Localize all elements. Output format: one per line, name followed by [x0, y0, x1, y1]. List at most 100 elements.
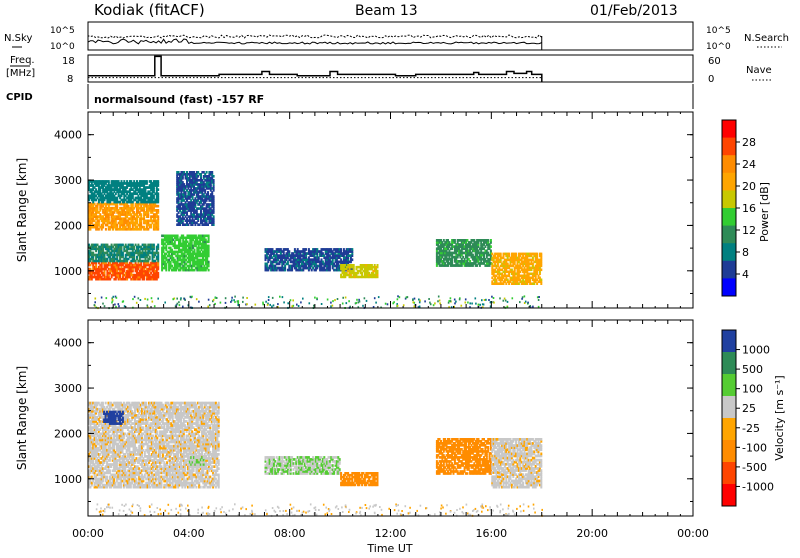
freq-series: [88, 56, 542, 82]
ground-scatter-cell: [177, 303, 179, 305]
noise-left-tick-top: 10^5: [50, 26, 75, 36]
ground-scatter-cell: [213, 299, 215, 301]
ground-scatter-cell: [144, 298, 146, 300]
scatter-cell: [213, 195, 215, 198]
ground-scatter-cell: [424, 300, 426, 302]
ground-scatter-cell: [196, 298, 198, 300]
ground-scatter-cell: [507, 301, 509, 303]
ground-scatter-cell: [147, 305, 149, 307]
ground-scatter-cell: [525, 301, 527, 303]
scatter-cell: [490, 245, 492, 248]
ground-scatter-cell: [287, 302, 289, 304]
scatter-cell: [146, 180, 148, 183]
ground-scatter-cell: [359, 301, 361, 303]
ground-scatter-cell: [332, 305, 334, 307]
ground-scatter-cell: [208, 299, 210, 301]
ground-scatter-cell: [134, 296, 136, 298]
scatter-cell: [487, 239, 489, 242]
ground-scatter-cell: [291, 305, 293, 307]
ground-scatter-cell: [111, 302, 113, 304]
power-colorbar-label: Power [dB]: [758, 182, 771, 242]
ground-scatter-cell: [467, 302, 469, 304]
scatter-cell: [194, 249, 196, 252]
scatter-cell: [157, 192, 159, 195]
ground-scatter-cell: [428, 298, 430, 300]
ground-scatter-cell: [316, 297, 318, 299]
ground-scatter-cell: [450, 297, 452, 299]
ground-scatter-cell: [538, 299, 540, 301]
ground-scatter-cell: [140, 299, 142, 301]
y-tick-label: 3000: [54, 174, 82, 187]
ground-scatter-cell: [524, 295, 526, 297]
ground-scatter-cell: [346, 302, 348, 304]
station-title: Kodiak (fitACF): [94, 1, 205, 19]
scatter-cell: [208, 235, 210, 238]
ground-scatter-cell: [493, 297, 495, 299]
colorbar-segment: [722, 243, 736, 261]
ground-scatter-cell: [262, 302, 264, 304]
ground-scatter-cell: [448, 300, 450, 302]
scatter-cell: [377, 270, 379, 273]
ground-scatter-cell: [385, 303, 387, 305]
colorbar-segment: [722, 190, 736, 208]
ground-scatter-cell: [459, 298, 461, 300]
ground-scatter-cell: [488, 299, 490, 301]
colorbar-tick-label: 8: [742, 246, 749, 259]
nave-label: Nave: [746, 65, 772, 76]
noise-right-tick-top: 10^5: [706, 26, 731, 36]
scatter-cell: [508, 253, 510, 256]
ground-scatter-cell: [231, 297, 233, 299]
scatter-cell: [108, 180, 110, 183]
ground-scatter-cell: [268, 299, 270, 301]
scatter-cell: [105, 228, 107, 231]
colorbar-tick-label: 28: [742, 136, 756, 149]
ground-scatter-cell: [151, 297, 153, 299]
scatter-cell: [157, 209, 159, 212]
colorbar-segment: [722, 226, 736, 244]
noise-strip-frame: [88, 22, 693, 50]
ground-scatter-cell: [95, 298, 97, 300]
ground-scatter-cell: [182, 306, 184, 308]
scatter-cell: [177, 235, 179, 238]
y-tick-label: 1000: [54, 265, 82, 278]
colorbar-tick-label: 4: [742, 268, 749, 281]
ground-scatter-cell: [327, 299, 329, 301]
ground-scatter-cell: [332, 300, 334, 302]
ground-scatter-cell: [230, 301, 232, 303]
ground-scatter-cell: [485, 299, 487, 301]
ground-scatter-cell: [283, 301, 285, 303]
ground-scatter-cell: [273, 304, 275, 306]
ground-scatter-cell: [493, 302, 495, 304]
scatter-cell: [157, 205, 159, 208]
colorbar-tick-label: 16: [742, 202, 756, 215]
ground-scatter-cell: [465, 302, 467, 304]
scatter-cell: [153, 244, 155, 247]
ground-scatter-cell: [215, 297, 217, 299]
ground-scatter-cell: [503, 300, 505, 302]
scatter-cell: [208, 261, 210, 264]
ground-scatter-cell: [465, 298, 467, 300]
ground-scatter-cell: [238, 302, 240, 304]
ground-scatter-cell: [479, 304, 481, 306]
scatter-cell: [536, 253, 538, 256]
ground-scatter-cell: [265, 301, 267, 303]
ground-scatter-cell: [321, 303, 323, 305]
ground-scatter-cell: [475, 303, 477, 305]
ground-scatter-cell: [198, 301, 200, 303]
ground-scatter-cell: [418, 299, 420, 301]
scatter-cell: [157, 272, 159, 275]
ground-scatter-cell: [397, 305, 399, 307]
colorbar-segment: [722, 138, 736, 156]
ground-scatter-cell: [337, 298, 339, 300]
ground-scatter-cell: [455, 301, 457, 303]
scatter-cell: [540, 269, 542, 272]
ground-scatter-cell: [178, 301, 180, 303]
scatter-cell: [540, 253, 542, 256]
ground-scatter-cell: [330, 305, 332, 307]
ground-scatter-cell: [191, 296, 193, 298]
scatter-cell: [208, 245, 210, 248]
ground-scatter-cell: [267, 304, 269, 306]
scatter-cell: [157, 188, 159, 191]
